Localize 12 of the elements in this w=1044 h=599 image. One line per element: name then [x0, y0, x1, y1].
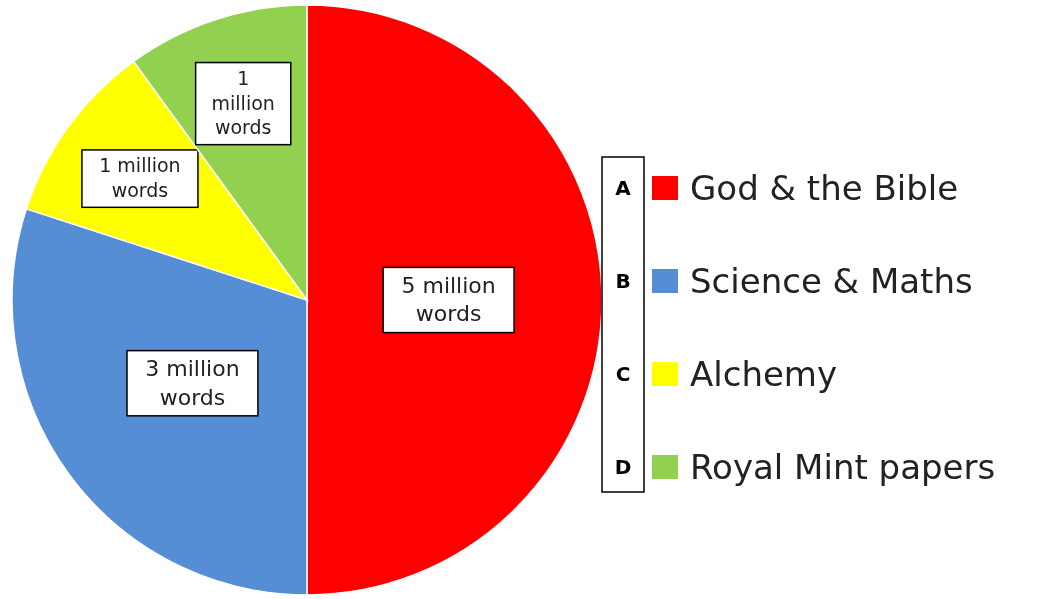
data-label: 5 million words — [401, 272, 496, 327]
data-label: 3 million words — [145, 356, 240, 410]
data-label: 1 million words — [99, 154, 181, 202]
text: B — [615, 269, 631, 293]
legend-label: Science & Maths — [690, 261, 973, 301]
legend-label: God & the Bible — [690, 168, 959, 208]
text: D — [614, 455, 632, 479]
text: C — [615, 362, 631, 386]
data-label: 1 million words — [211, 67, 275, 139]
text: A — [615, 176, 632, 200]
legend-label: Alchemy — [690, 354, 838, 394]
legend-label: Royal Mint papers — [690, 447, 996, 487]
